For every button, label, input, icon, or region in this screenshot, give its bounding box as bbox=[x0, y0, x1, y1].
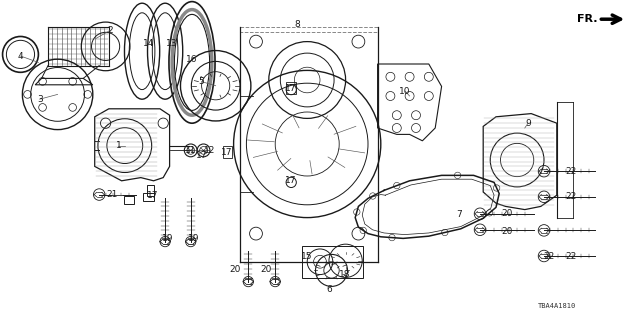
Text: 4: 4 bbox=[18, 52, 23, 60]
Text: 20: 20 bbox=[260, 265, 271, 274]
Text: 19: 19 bbox=[162, 234, 173, 243]
Text: 13: 13 bbox=[166, 39, 177, 48]
Text: 14: 14 bbox=[143, 39, 154, 48]
Bar bbox=[124, 196, 134, 204]
Bar bbox=[143, 193, 154, 201]
Text: 5: 5 bbox=[199, 77, 204, 86]
Text: 17: 17 bbox=[221, 148, 233, 156]
Text: 20: 20 bbox=[501, 227, 513, 236]
Text: 20: 20 bbox=[501, 209, 513, 218]
Text: 12: 12 bbox=[204, 146, 216, 155]
Text: 16: 16 bbox=[186, 55, 197, 64]
Text: 17: 17 bbox=[147, 191, 158, 200]
Text: TBA4A1810: TBA4A1810 bbox=[538, 303, 576, 308]
Text: 15: 15 bbox=[301, 252, 313, 261]
Text: 18: 18 bbox=[339, 270, 350, 279]
Text: 7: 7 bbox=[457, 210, 462, 219]
Bar bbox=[286, 82, 296, 94]
Text: 17: 17 bbox=[285, 84, 297, 92]
Text: 22: 22 bbox=[565, 167, 577, 176]
Text: FR.: FR. bbox=[577, 14, 598, 24]
Text: 6: 6 bbox=[327, 285, 332, 294]
Text: 20: 20 bbox=[230, 265, 241, 274]
Text: 10: 10 bbox=[399, 87, 411, 96]
Text: 1: 1 bbox=[116, 141, 121, 150]
Bar bbox=[223, 146, 232, 158]
Bar bbox=[147, 185, 154, 196]
Bar bbox=[302, 246, 363, 278]
Text: 21: 21 bbox=[106, 190, 118, 199]
Text: 17: 17 bbox=[285, 176, 297, 185]
Text: 3: 3 bbox=[37, 95, 42, 104]
Text: 2: 2 bbox=[108, 26, 113, 35]
Text: 22: 22 bbox=[565, 252, 577, 261]
Bar bbox=[240, 27, 378, 32]
Text: 22: 22 bbox=[565, 192, 577, 201]
Text: 11: 11 bbox=[185, 146, 196, 155]
Text: 17: 17 bbox=[196, 151, 207, 160]
Text: 8: 8 bbox=[295, 20, 300, 28]
Text: 9: 9 bbox=[525, 119, 531, 128]
Text: 19: 19 bbox=[188, 234, 199, 243]
Text: 22: 22 bbox=[543, 252, 555, 261]
